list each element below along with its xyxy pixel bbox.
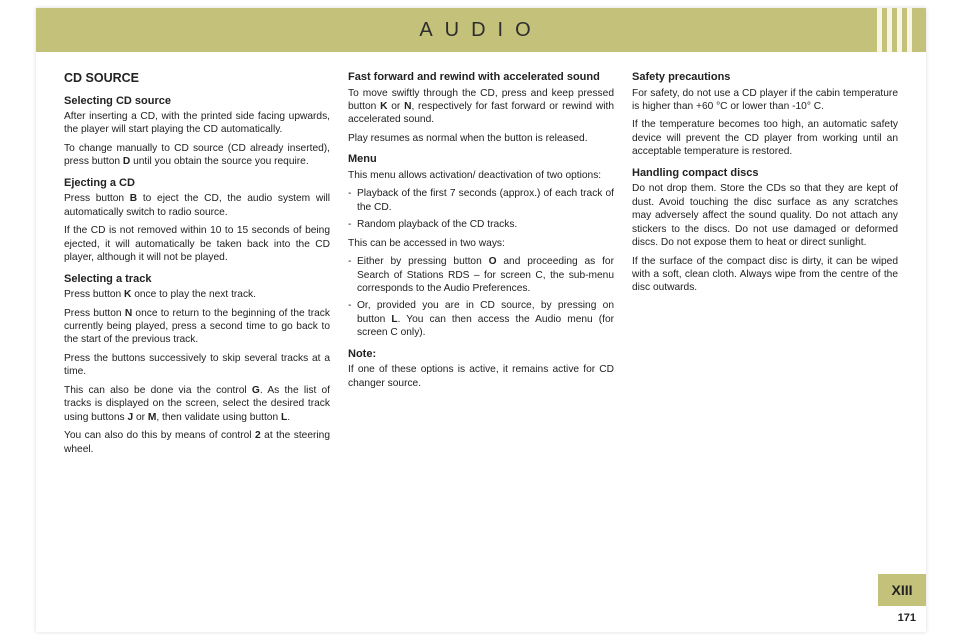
subheading: Ejecting a CD xyxy=(64,176,330,191)
paragraph: This can also be done via the control G.… xyxy=(64,384,330,424)
text: Press button xyxy=(64,193,130,204)
subheading: Safety precautions xyxy=(632,70,898,85)
paragraph: Do not drop them. Store the CDs so that … xyxy=(632,182,898,249)
text: once to play the next track. xyxy=(131,289,256,300)
text: This can also be done via the control xyxy=(64,385,252,396)
paragraph: If the temperature becomes too high, an … xyxy=(632,118,898,158)
page-content: CD SOURCE Selecting CD source After inse… xyxy=(36,52,926,471)
column-right: Safety precautions For safety, do not us… xyxy=(632,70,898,461)
subheading: Handling compact discs xyxy=(632,166,898,181)
paragraph: This menu allows activation/ deactivatio… xyxy=(348,169,614,182)
paragraph: Press button N once to return to the beg… xyxy=(64,307,330,347)
subheading: Selecting CD source xyxy=(64,94,330,109)
paragraph: After inserting a CD, with the printed s… xyxy=(64,110,330,137)
chapter-badge: XIII xyxy=(878,574,926,606)
section-title: CD SOURCE xyxy=(64,70,330,87)
text: or xyxy=(133,412,148,423)
paragraph: To change manually to CD source (CD alre… xyxy=(64,142,330,169)
text: Press button xyxy=(64,289,124,300)
paragraph: This can be accessed in two ways: xyxy=(348,237,614,250)
text: until you obtain the source you require. xyxy=(130,156,308,167)
text: . xyxy=(287,412,290,423)
chapter-number: XIII xyxy=(891,582,912,598)
stripe xyxy=(887,8,892,52)
button-ref: O xyxy=(489,256,497,267)
button-ref: G xyxy=(252,385,260,396)
paragraph: If the surface of the compact disc is di… xyxy=(632,255,898,295)
list-item: Or, provided you are in CD source, by pr… xyxy=(348,299,614,339)
subheading: Fast forward and rewind with accelerated… xyxy=(348,70,614,85)
text: , then validate using button xyxy=(156,412,281,423)
bullet-list: Playback of the first 7 seconds (approx.… xyxy=(348,187,614,231)
column-middle: Fast forward and rewind with accelerated… xyxy=(348,70,614,461)
text: You can also do this by means of control xyxy=(64,430,255,441)
text: or xyxy=(387,101,404,112)
bullet-list: Either by pressing button O and proceedi… xyxy=(348,255,614,340)
text: Press button xyxy=(64,308,125,319)
stripe xyxy=(897,8,902,52)
stripe xyxy=(877,8,882,52)
text: Either by pressing button xyxy=(357,256,489,267)
paragraph: Press button B to eject the CD, the audi… xyxy=(64,192,330,219)
page-header: AUDIO xyxy=(36,8,926,52)
paragraph: You can also do this by means of control… xyxy=(64,429,330,456)
paragraph: To move swiftly through the CD, press an… xyxy=(348,87,614,127)
list-item: Playback of the first 7 seconds (approx.… xyxy=(348,187,614,214)
paragraph: If one of these options is active, it re… xyxy=(348,363,614,390)
paragraph: Play resumes as normal when the button i… xyxy=(348,132,614,145)
header-title: AUDIO xyxy=(419,19,542,42)
paragraph: For safety, do not use a CD player if th… xyxy=(632,87,898,114)
paragraph: Press the buttons successively to skip s… xyxy=(64,352,330,379)
list-item: Either by pressing button O and proceedi… xyxy=(348,255,614,295)
subheading: Menu xyxy=(348,152,614,167)
paragraph: If the CD is not removed within 10 to 15… xyxy=(64,224,330,264)
manual-page: AUDIO CD SOURCE Selecting CD source Afte… xyxy=(36,8,926,632)
stripe xyxy=(907,8,912,52)
subheading: Selecting a track xyxy=(64,272,330,287)
header-stripes xyxy=(877,8,912,52)
paragraph: Press button K once to play the next tra… xyxy=(64,288,330,301)
list-item: Random playback of the CD tracks. xyxy=(348,218,614,231)
subheading: Note: xyxy=(348,347,614,362)
column-left: CD SOURCE Selecting CD source After inse… xyxy=(64,70,330,461)
page-number: 171 xyxy=(898,612,916,624)
